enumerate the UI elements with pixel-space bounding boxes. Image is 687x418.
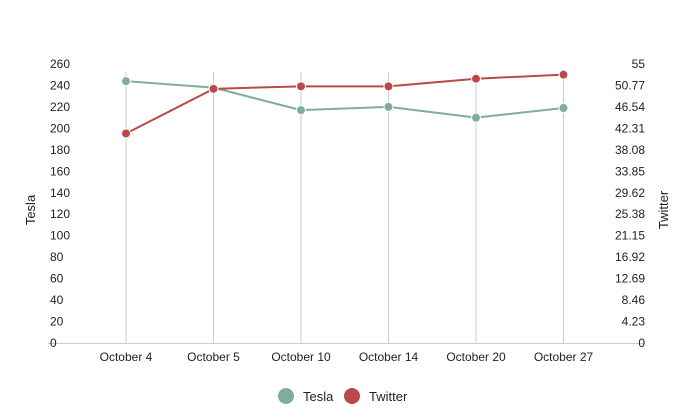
- data-point-tesla[interactable]: [383, 101, 394, 112]
- y-tick-label: 200: [50, 121, 70, 135]
- y2-tick-label: 46.54: [615, 100, 645, 114]
- y2-tick-label: 55: [632, 57, 646, 71]
- y2-tick-label: 21.15: [615, 229, 645, 243]
- y-tick-label: 240: [50, 78, 70, 92]
- series-layer: [121, 69, 569, 139]
- y2-tick-label: 16.92: [615, 250, 645, 264]
- y2-tick-label: 0: [638, 336, 645, 350]
- y2-tick-label: 4.23: [622, 315, 646, 329]
- legend: Tesla Twitter: [278, 388, 408, 404]
- x-axis-tick-labels: October 4 October 5 October 10 October 14 Oc…: [100, 350, 594, 364]
- y-tick-label: 260: [50, 57, 70, 71]
- x-tick-label: October 4: [100, 350, 153, 364]
- y-tick-label: 180: [50, 143, 70, 157]
- y2-tick-label: 33.85: [615, 164, 645, 178]
- y2-tick-label: 42.31: [615, 121, 645, 135]
- y-tick-label: 60: [50, 272, 64, 286]
- series-twitter: [121, 69, 569, 139]
- y-tick-label: 160: [50, 164, 70, 178]
- legend-item-tesla[interactable]: Tesla: [278, 388, 334, 404]
- legend-label-tesla: Tesla: [303, 389, 334, 404]
- y-axis-left-title: Tesla: [23, 194, 38, 225]
- y2-tick-label: 12.69: [615, 272, 645, 286]
- grid-lines: [125, 72, 564, 343]
- data-point-twitter[interactable]: [121, 128, 131, 139]
- data-point-twitter[interactable]: [296, 81, 306, 92]
- y-tick-label: 80: [50, 250, 64, 264]
- legend-label-twitter: Twitter: [369, 389, 408, 404]
- y-axis-right-title: Twitter: [656, 190, 671, 229]
- series-line-twitter: [125, 73, 564, 135]
- y2-tick-label: 38.08: [615, 143, 645, 157]
- y2-tick-label: 29.62: [615, 186, 645, 200]
- x-tick-label: October 5: [187, 350, 240, 364]
- y2-tick-label: 8.46: [622, 293, 646, 307]
- y-tick-label: 140: [50, 186, 70, 200]
- data-point-twitter[interactable]: [208, 83, 219, 94]
- y2-tick-label: 50.77: [615, 78, 645, 92]
- series-line-tesla: [125, 80, 564, 119]
- y-axis-right-tick-labels: 0 4.23 8.46 12.69 16.92 21.15 25.38 29.62 33.85 3…: [615, 57, 645, 350]
- y-tick-label: 40: [50, 293, 64, 307]
- series-tesla: [121, 76, 569, 123]
- data-point-twitter[interactable]: [383, 81, 394, 92]
- data-point-tesla[interactable]: [471, 112, 481, 123]
- legend-marker-tesla: [278, 388, 294, 404]
- x-tick-label: October 20: [446, 350, 506, 364]
- y-tick-label: 0: [50, 336, 57, 350]
- y-tick-label: 220: [50, 100, 70, 114]
- y-tick-label: 100: [50, 229, 70, 243]
- x-tick-label: October 10: [271, 350, 331, 364]
- data-point-tesla[interactable]: [558, 102, 569, 113]
- legend-marker-twitter: [344, 388, 360, 404]
- y2-tick-label: 25.38: [615, 207, 645, 221]
- y-axis-left-tick-labels: 0 20 40 60 80 100 120 140 160 180 200 220 240 260: [50, 57, 70, 350]
- data-point-twitter[interactable]: [558, 69, 569, 80]
- x-tick-label: October 14: [359, 350, 419, 364]
- y-tick-label: 20: [50, 315, 64, 329]
- legend-item-twitter[interactable]: Twitter: [344, 388, 408, 404]
- data-point-tesla[interactable]: [121, 76, 131, 87]
- data-point-twitter[interactable]: [471, 73, 481, 84]
- data-point-tesla[interactable]: [296, 105, 306, 116]
- x-tick-label: October 27: [534, 350, 594, 364]
- y-tick-label: 120: [50, 207, 70, 221]
